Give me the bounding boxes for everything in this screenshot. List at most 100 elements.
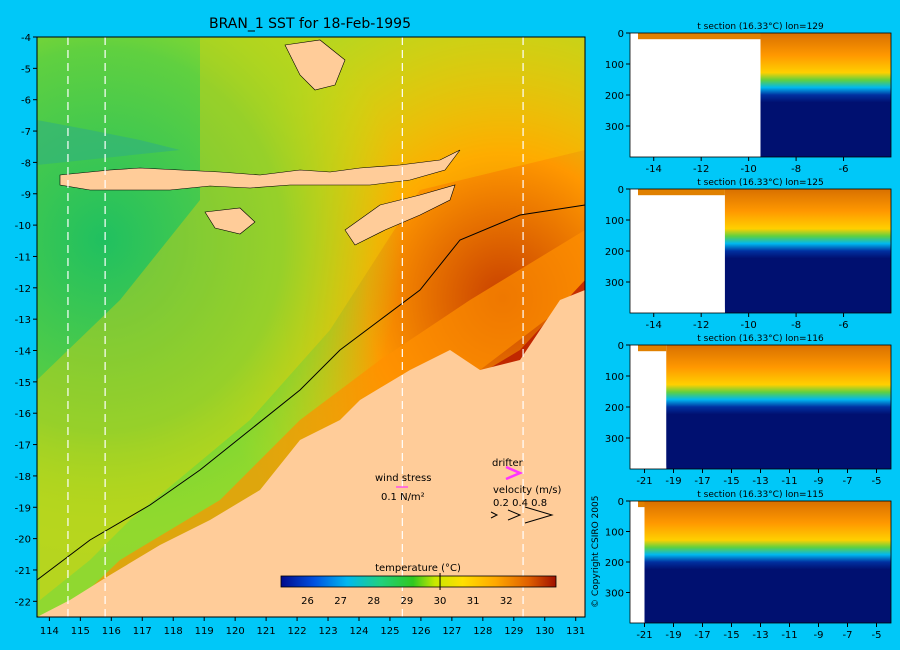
map-x-tick-label-8: 122 <box>288 626 307 637</box>
jawa-coast <box>37 120 180 165</box>
map-y-tick-label-4: -8 <box>21 158 31 169</box>
map-yellow-band <box>37 37 585 600</box>
drifter-label: drifter <box>492 458 524 469</box>
colorbar-label: temperature (°C) <box>375 563 461 574</box>
nusa-tenggara-islands <box>59 149 461 191</box>
copyright-text: © Copyright CSIRO 2005 <box>591 496 601 608</box>
wind-stress-label: wind stress <box>375 473 431 484</box>
map-x-tick-label-5: 119 <box>195 626 214 637</box>
map-x-tick-label-1: 115 <box>71 626 90 637</box>
map-y-tick-label-5: -9 <box>21 190 31 201</box>
sulawesi-islands <box>284 39 346 91</box>
section-3-x-tick-label-8: -5 <box>872 630 882 641</box>
section-3-x-tick-label-6: -9 <box>814 630 824 641</box>
australia-landmass <box>37 290 585 617</box>
section-3-y-tick-label-3: 300 <box>605 589 624 600</box>
map-y-tick-label-16: -20 <box>15 535 31 546</box>
section-0-y-tick-label-3: 300 <box>605 122 624 133</box>
wind-legend: wind stress 0.1 N/m² <box>375 473 431 503</box>
colorbar-tick-label-4: 30 <box>434 596 447 607</box>
section-3-y-tick-label-0: 0 <box>618 497 624 508</box>
map-x-tick-label-3: 117 <box>133 626 152 637</box>
map-x-tick-label-6: 120 <box>226 626 245 637</box>
section-0-x-tick-label-1: -12 <box>693 164 709 175</box>
section-title-3: t section (16.33°C) lon=115 <box>697 490 824 500</box>
section-0-y-tick-label-0: 0 <box>618 29 624 40</box>
map-x-tick-label-17: 131 <box>566 626 585 637</box>
section-water-0 <box>760 33 891 157</box>
colorbar-ticks: 26 27 28 29 30 31 32 <box>301 573 513 607</box>
map-x-tick-label-7: 121 <box>257 626 276 637</box>
section-land-1 <box>630 195 725 313</box>
section-1-x-tick-label-4: -6 <box>839 320 849 331</box>
section-3-y-tick-label-1: 100 <box>605 528 624 539</box>
section-0-x-tick-label-2: -10 <box>740 164 756 175</box>
map-x-tick-label-2: 116 <box>102 626 121 637</box>
map-y-tick-label-11: -15 <box>15 378 31 389</box>
section-2-x-tick-label-2: -17 <box>694 476 710 487</box>
map-x-tick-label-11: 125 <box>380 626 399 637</box>
section-2-y-tick-label-2: 200 <box>605 403 624 414</box>
section-2-y-tick-label-0: 0 <box>618 341 624 352</box>
section-2-y-tick-label-1: 100 <box>605 372 624 383</box>
section-1-y-tick-label-3: 300 <box>605 278 624 289</box>
map-y-tick-label-1: -5 <box>21 64 31 75</box>
section-title-0: t section (16.33°C) lon=129 <box>697 22 824 32</box>
timor-island <box>344 184 456 246</box>
colorbar-tick-label-0: 26 <box>301 596 314 607</box>
velocity-arrow-large <box>524 506 554 524</box>
section-0-x-tick-label-4: -6 <box>839 164 849 175</box>
map-y-tick-label-12: -16 <box>15 409 31 420</box>
colorbar-tick-label-5: 31 <box>467 596 480 607</box>
section-surface-2 <box>638 345 667 352</box>
section-3-x-tick-label-3: -15 <box>723 630 739 641</box>
shelf-edge-contour <box>36 204 586 581</box>
section-panel-1: t section (16.33°C) lon=125 -14 -12 -10 -8 -6… <box>605 178 892 331</box>
section-0-x-tick-label-0: -14 <box>646 164 662 175</box>
velocity-arrow-medium <box>507 509 522 521</box>
section-0-y-tick-label-1: 100 <box>605 60 624 71</box>
map-x-tick-label-12: 126 <box>411 626 430 637</box>
section-2-x-tick-label-5: -11 <box>781 476 797 487</box>
section-1-y-tick-label-1: 100 <box>605 216 624 227</box>
section-panel-3: t section (16.33°C) lon=115 -21 -19 -17 -15 -… <box>605 490 892 641</box>
section-2-x-tick-label-1: -19 <box>665 476 681 487</box>
section-title-2: t section (16.33°C) lon=116 <box>697 334 824 344</box>
map-y-axis: -4 -5 -6 -7 -8 -9 -10 -11 -12 -13 -14 -15 -16 -17 -18 -… <box>15 33 37 608</box>
section-2-x-tick-label-8: -5 <box>872 476 882 487</box>
map-y-tick-label-3: -7 <box>21 127 31 138</box>
map-y-tick-label-2: -6 <box>21 96 31 107</box>
map-y-tick-label-8: -12 <box>15 284 31 295</box>
colorbar: temperature (°C) 26 27 28 29 30 31 32 <box>280 563 557 607</box>
section-land-2 <box>630 351 667 469</box>
map-y-tick-label-13: -17 <box>15 441 31 452</box>
velocity-legend: drifter velocity (m/s) 0.2 0.4 0.8 <box>490 458 561 524</box>
velocity-arrow-small <box>490 511 499 519</box>
map-x-tick-label-10: 124 <box>349 626 368 637</box>
map-orange-shelf <box>60 230 585 617</box>
section-title-1: t section (16.33°C) lon=125 <box>697 178 824 188</box>
map-y-tick-label-0: -4 <box>21 33 31 44</box>
section-3-x-tick-label-1: -19 <box>665 630 681 641</box>
map-y-tick-label-10: -14 <box>15 347 31 358</box>
colorbar-gradient <box>280 575 557 588</box>
section-0-x-tick-label-3: -8 <box>791 164 801 175</box>
map-x-tick-label-15: 129 <box>504 626 523 637</box>
colorbar-tick-label-1: 27 <box>334 596 347 607</box>
section-2-x-tick-label-7: -7 <box>843 476 853 487</box>
section-3-x-tick-label-4: -13 <box>752 630 768 641</box>
section-panel-2: t section (16.33°C) lon=116 -21 -19 -17 -15 -… <box>605 334 892 487</box>
velocity-values: 0.2 0.4 0.8 <box>493 498 547 509</box>
sst-map: 114 115 116 117 118 119 120 121 122 123 124 125 126 1… <box>15 33 586 637</box>
section-2-y-tick-label-3: 300 <box>605 434 624 445</box>
section-lines <box>67 37 524 617</box>
section-water-2 <box>666 345 891 469</box>
wind-stress-unit: 0.1 N/m² <box>381 492 425 503</box>
sections: t section (16.33°C) lon=129 -14 -12 -10 -8 -6… <box>605 22 892 641</box>
colorbar-tick-label-6: 32 <box>500 596 513 607</box>
section-3-x-tick-label-7: -7 <box>843 630 853 641</box>
map-y-tick-label-15: -19 <box>15 503 31 514</box>
map-x-tick-label-16: 130 <box>535 626 554 637</box>
section-3-x-tick-label-2: -17 <box>694 630 710 641</box>
